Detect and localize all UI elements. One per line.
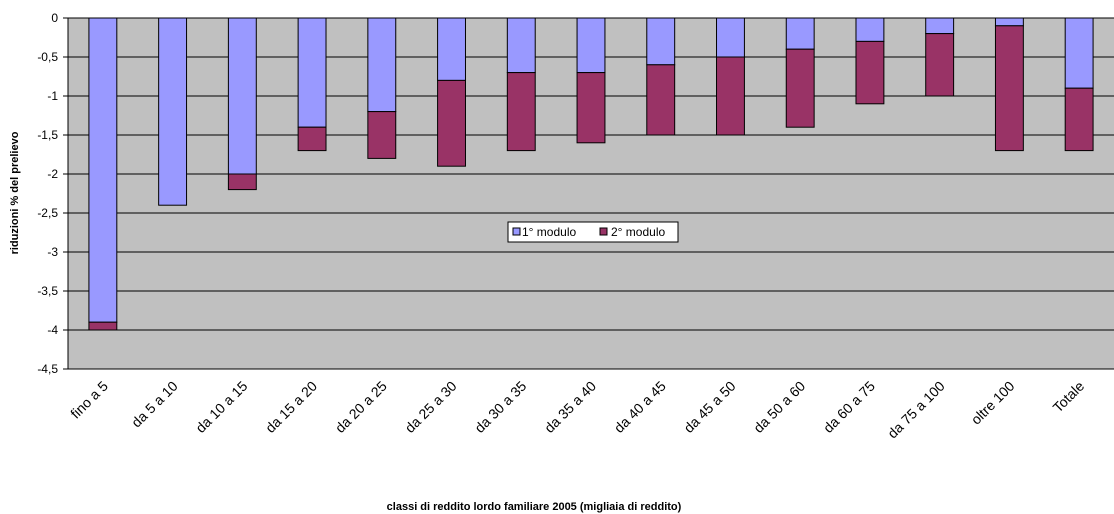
bar-segment-modulo-2 (437, 79, 466, 167)
bar-segment-modulo-2 (297, 126, 327, 152)
bar-segment-modulo-1 (367, 17, 397, 113)
bar-segment-modulo-2 (1064, 87, 1094, 152)
bar-segment-modulo-1 (716, 17, 745, 58)
bar-segment-modulo-1 (1064, 17, 1094, 89)
legend-label-modulo-2: 2° modulo (611, 225, 665, 239)
bar-segment-modulo-1 (785, 17, 815, 50)
bar-segment-modulo-2 (646, 64, 676, 136)
x-tick-label: da 45 a 50 (680, 378, 738, 436)
x-tick-label: Totale (1050, 378, 1088, 416)
y-axis-title: riduzioni % del prelievo (9, 131, 21, 254)
legend-box (507, 221, 679, 243)
y-tick-label: -3,5 (37, 284, 58, 298)
y-tick-label: -4 (47, 323, 58, 337)
x-tick-label: fino a 5 (67, 378, 111, 422)
bar-segment-modulo-1 (576, 17, 606, 74)
x-tick-label: da 5 a 10 (128, 378, 181, 431)
bar-segment-modulo-2 (925, 33, 955, 97)
x-tick-label: oltre 100 (968, 378, 1018, 428)
bar-segment-modulo-1 (227, 17, 257, 175)
bar-segment-modulo-1 (158, 17, 188, 206)
legend-swatch-modulo-1 (512, 227, 521, 236)
y-tick-label: -2 (47, 167, 58, 181)
x-tick-label: da 15 a 20 (262, 378, 320, 436)
bar-segment-modulo-2 (855, 40, 885, 105)
x-tick-label: da 25 a 30 (402, 378, 460, 436)
y-tick-label: -1,5 (37, 128, 58, 142)
y-tick-label: -1 (47, 89, 58, 103)
bar-segment-modulo-1 (855, 17, 885, 42)
y-tick-label: -4,5 (37, 362, 58, 376)
bar-segment-modulo-1 (925, 17, 955, 35)
legend-label-modulo-1: 1° modulo (522, 225, 576, 239)
legend-swatch-modulo-2 (599, 227, 608, 236)
x-tick-label: da 30 a 35 (471, 378, 529, 436)
bar-segment-modulo-2 (576, 72, 606, 144)
x-tick-label: da 35 a 40 (541, 378, 599, 436)
x-tick-label: da 40 a 45 (611, 378, 669, 436)
x-tick-label: da 75 a 100 (884, 378, 948, 442)
x-tick-label: da 60 a 75 (820, 378, 878, 436)
bar-segment-modulo-2 (994, 25, 1024, 152)
y-tick-label: 0 (51, 11, 58, 25)
x-tick-label: da 50 a 60 (750, 378, 808, 436)
y-tick-label: -3 (47, 245, 58, 259)
bar-segment-modulo-2 (227, 173, 257, 191)
x-tick-label: da 10 a 15 (192, 378, 250, 436)
bar-segment-modulo-1 (646, 17, 676, 66)
bar-segment-modulo-1 (506, 17, 536, 74)
bar-segment-modulo-1 (994, 17, 1024, 27)
bar-segment-modulo-1 (297, 17, 327, 128)
x-axis-title: classi di reddito lordo familiare 2005 (… (387, 501, 682, 513)
bar-segment-modulo-2 (88, 321, 118, 331)
bar-segment-modulo-2 (367, 111, 397, 159)
bar-segment-modulo-2 (716, 56, 745, 136)
bar-segment-modulo-1 (437, 17, 466, 81)
bars (88, 17, 1094, 331)
y-axis: 0 -0,5 -1 -1,5 -2 -2,5 -3 -3,5 -4 -4,5 (37, 11, 69, 376)
bar-segment-modulo-1 (88, 17, 118, 323)
y-tick-label: -0,5 (37, 50, 58, 64)
legend: 1° modulo 2° modulo (507, 221, 679, 243)
y-tick-label: -2,5 (37, 206, 58, 220)
bar-segment-modulo-2 (785, 48, 815, 128)
x-axis: fino a 5 da 5 a 10 da 10 a 15 da 15 a 20 da … (67, 378, 1087, 442)
bar-segment-modulo-2 (506, 72, 536, 152)
x-tick-label: da 20 a 25 (332, 378, 390, 436)
